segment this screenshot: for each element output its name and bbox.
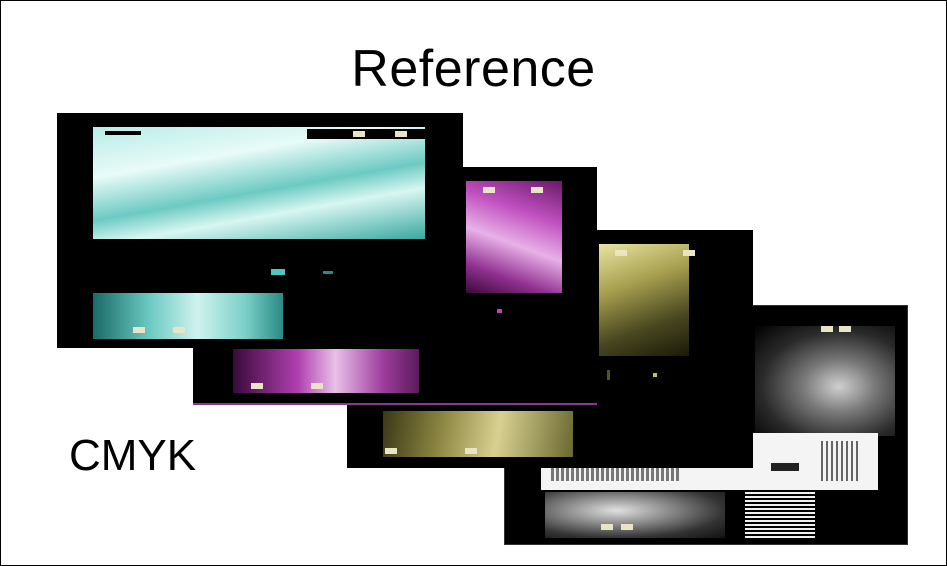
film-cyan-center-mark <box>271 269 285 275</box>
film-magenta-image-bottom <box>233 349 419 393</box>
film-cyan-image-bottom <box>93 293 283 339</box>
film-cyan-image-top <box>93 127 425 239</box>
slide-title: Reference <box>351 40 596 98</box>
film-black-image-bottom <box>545 492 725 538</box>
film-magenta-image-top <box>466 181 562 293</box>
film-yellow-image-bottom <box>383 411 573 457</box>
slide-label: CMYK <box>69 431 197 480</box>
film-black-image-top <box>755 326 895 436</box>
film-cyan <box>57 113 463 348</box>
film-black-text-column <box>745 492 815 538</box>
film-yellow-image-top <box>599 244 689 356</box>
